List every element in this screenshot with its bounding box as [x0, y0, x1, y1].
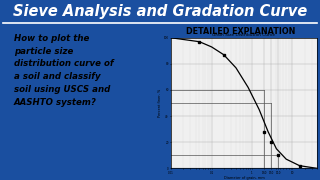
Text: Sieve Analysis and Gradation Curve: Sieve Analysis and Gradation Curve	[13, 4, 307, 19]
Title: Grain Size Distribution Curve: Grain Size Distribution Curve	[212, 33, 276, 37]
Text: How to plot the
particle size
distribution curve of
a soil and classify
soil usi: How to plot the particle size distributi…	[14, 34, 113, 107]
Y-axis label: Percent finer, %: Percent finer, %	[158, 89, 162, 117]
Text: DETAILED EXPLANATION: DETAILED EXPLANATION	[186, 27, 296, 36]
X-axis label: Diameter of grain, mm: Diameter of grain, mm	[224, 176, 264, 180]
